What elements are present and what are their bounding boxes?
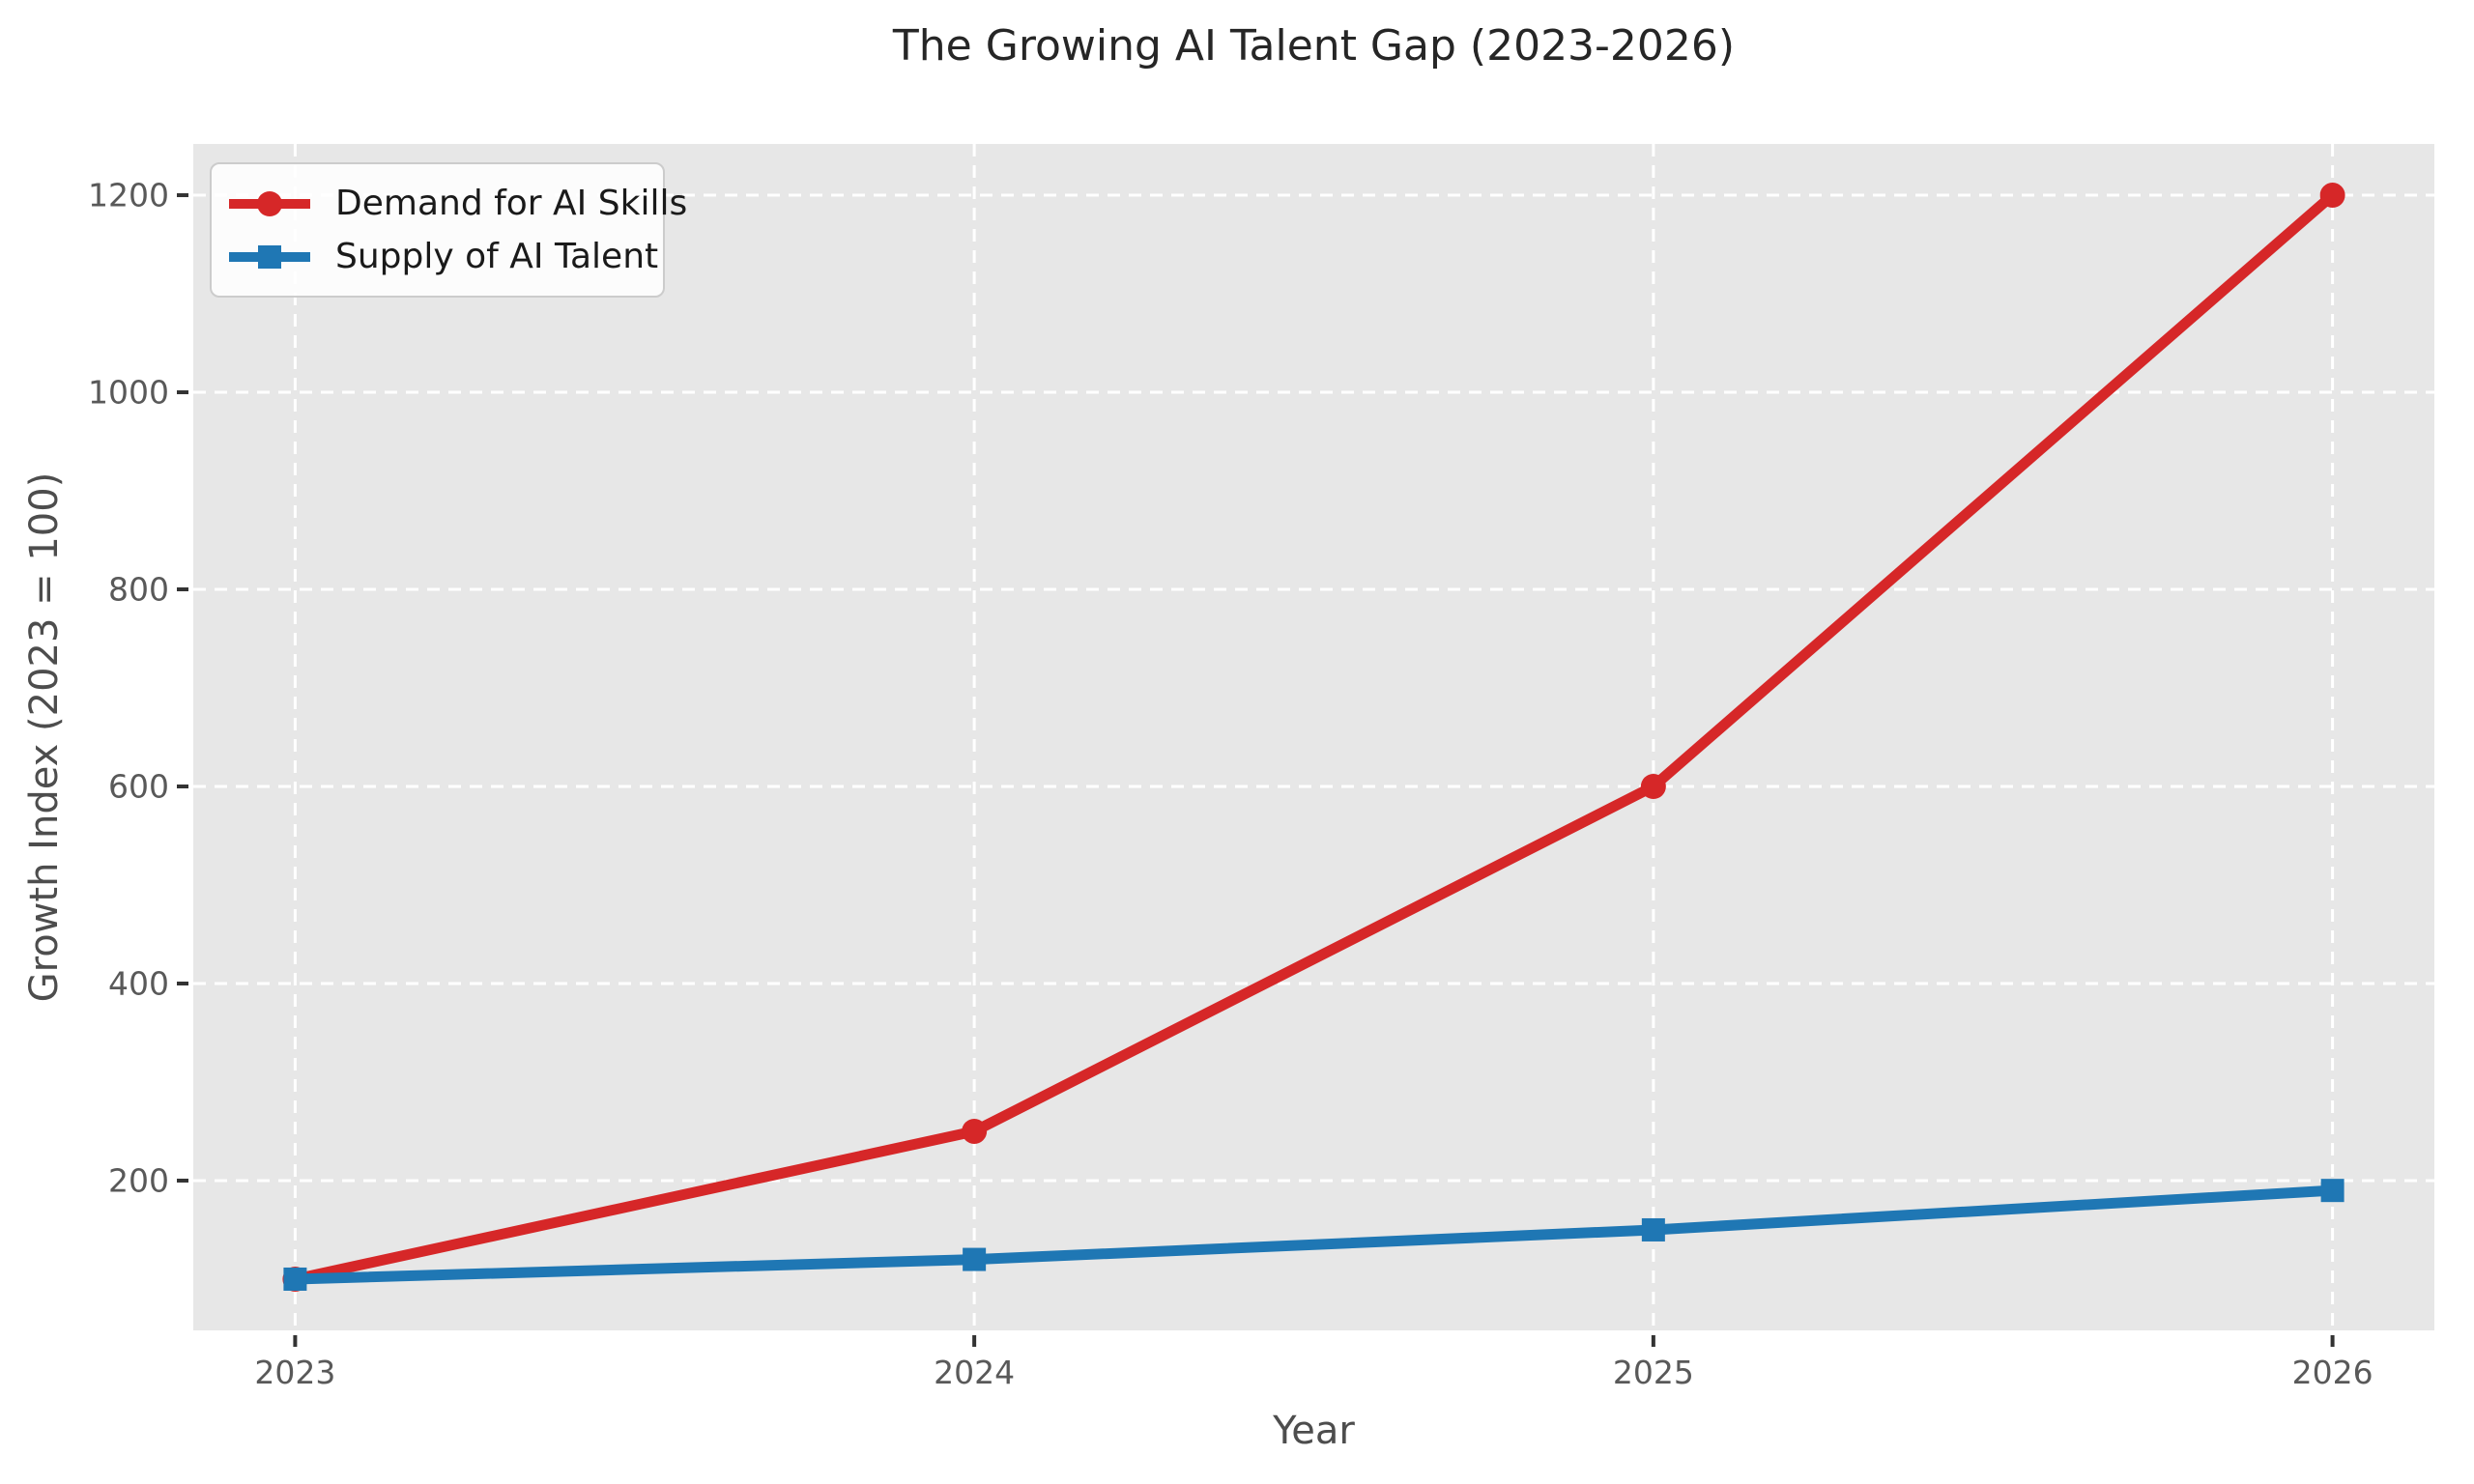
circle-marker-icon [257,190,282,216]
legend-label-supply: Supply of AI Talent [335,237,659,276]
x-tick-label: 2026 [2291,1354,2373,1391]
demand-series-line [294,190,2337,1285]
x-tick-label: 2025 [1612,1354,1694,1391]
x-tick-label: 2023 [254,1354,336,1391]
demand-data-point [962,1118,988,1144]
supply-data-point [283,1267,307,1291]
y-axis-label: Growth Index (2023 = 100) [22,471,67,1003]
demand-data-point [2319,183,2345,209]
x-tick-label: 2024 [934,1354,1016,1391]
legend-item-supply: Supply of AI Talent [229,237,658,276]
plot-area [193,144,2434,1330]
demand-legend-sample-icon [229,190,310,217]
y-tick-label: 600 [108,767,169,806]
legend: Demand for AI Skills Supply of AI Talent [210,162,687,298]
supply-series-line [295,1184,2333,1285]
supply-data-point [963,1247,987,1271]
y-tick-label: 200 [108,1161,169,1200]
chart-title: The Growing AI Talent Gap (2023-2026) [892,21,1736,71]
supply-data-point [1641,1217,1665,1241]
legend-label-demand: Demand for AI Skills [335,184,688,223]
square-marker-icon [258,244,281,269]
y-tick-label: 1000 [88,373,169,412]
y-tick-label: 400 [108,964,169,1003]
supply-data-point [2320,1179,2345,1203]
demand-data-point [1640,773,1666,799]
y-tick-label: 800 [108,570,169,609]
legend-item-demand: Demand for AI Skills [229,184,687,223]
supply-legend-sample-icon [229,243,310,271]
y-tick-label: 1200 [88,176,169,214]
x-axis-label: Year [1273,1409,1355,1453]
